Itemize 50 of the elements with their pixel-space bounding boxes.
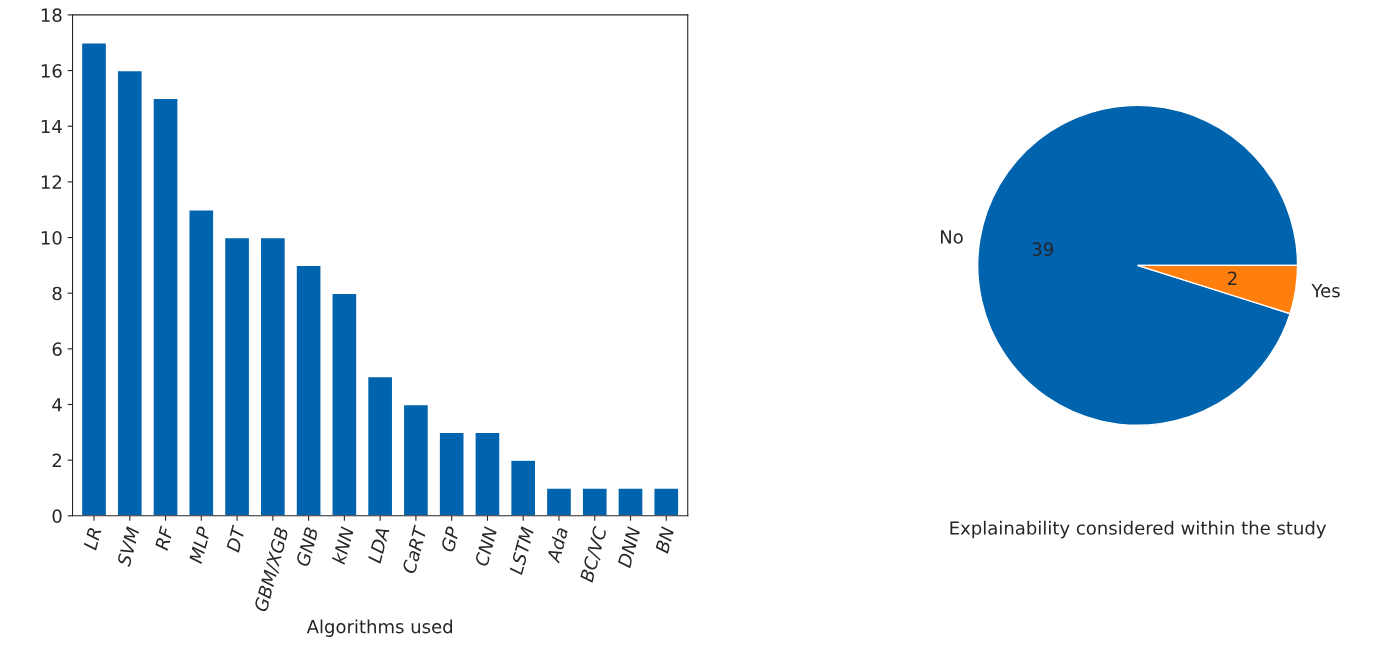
y-tick-label: 6 — [52, 342, 62, 356]
x-tick-label: kNN — [331, 526, 354, 565]
bar — [80, 42, 108, 516]
y-tick-label: 0 — [52, 509, 62, 523]
bar — [295, 264, 322, 516]
bar — [223, 236, 251, 516]
y-tick-label: 16 — [41, 64, 62, 78]
text: Explainability considered within the study — [950, 520, 1327, 539]
x-tick-label: BC/VC — [579, 525, 609, 584]
y-tick-label: 8 — [52, 286, 62, 301]
y-tick-label: 10 — [41, 230, 62, 245]
data-label: 2 — [1228, 271, 1237, 285]
x-tick-label: GP — [440, 525, 460, 553]
x-tick-label: CaRT — [401, 524, 428, 575]
bar — [474, 431, 501, 516]
bar — [366, 375, 394, 516]
y-tick-label: 18 — [41, 8, 62, 23]
bar — [331, 292, 358, 516]
bar — [545, 487, 573, 516]
bar — [581, 487, 608, 516]
x-tick-label: RF — [154, 525, 174, 551]
x-axis-title: Algorithms used — [306, 619, 452, 637]
x-tick-label: GNB — [295, 526, 319, 567]
y-tick-label: 14 — [41, 119, 62, 134]
x-tick-label: SVM — [116, 526, 140, 568]
y-tick-label: 12 — [41, 175, 62, 189]
x-tick-label: DNN — [617, 526, 641, 569]
bar — [438, 431, 465, 516]
bar — [653, 487, 680, 516]
bar — [259, 236, 287, 516]
x-tick-label: LDA — [367, 526, 390, 564]
bar — [188, 209, 215, 516]
bar — [402, 403, 430, 516]
x-tick-label: CNN — [474, 526, 498, 567]
bar — [116, 69, 143, 516]
bar — [152, 97, 179, 516]
y-tick-label: 4 — [52, 398, 62, 412]
x-tick-label: Ada — [545, 526, 569, 564]
x-tick-label: BN — [655, 526, 675, 554]
y-tick-label: 2 — [52, 453, 62, 468]
slice-label: Yes — [1311, 284, 1340, 298]
x-tick-label: LSTM — [508, 526, 535, 576]
pie-slice — [977, 104, 1299, 426]
x-tick-label: DT — [226, 524, 246, 553]
x-tick-label: MLP — [188, 525, 211, 564]
x-tick-label: LR — [83, 527, 102, 551]
data-label: 39 — [1032, 242, 1054, 256]
bar — [617, 487, 644, 516]
slice-label: No — [940, 230, 963, 244]
bar — [509, 459, 537, 516]
